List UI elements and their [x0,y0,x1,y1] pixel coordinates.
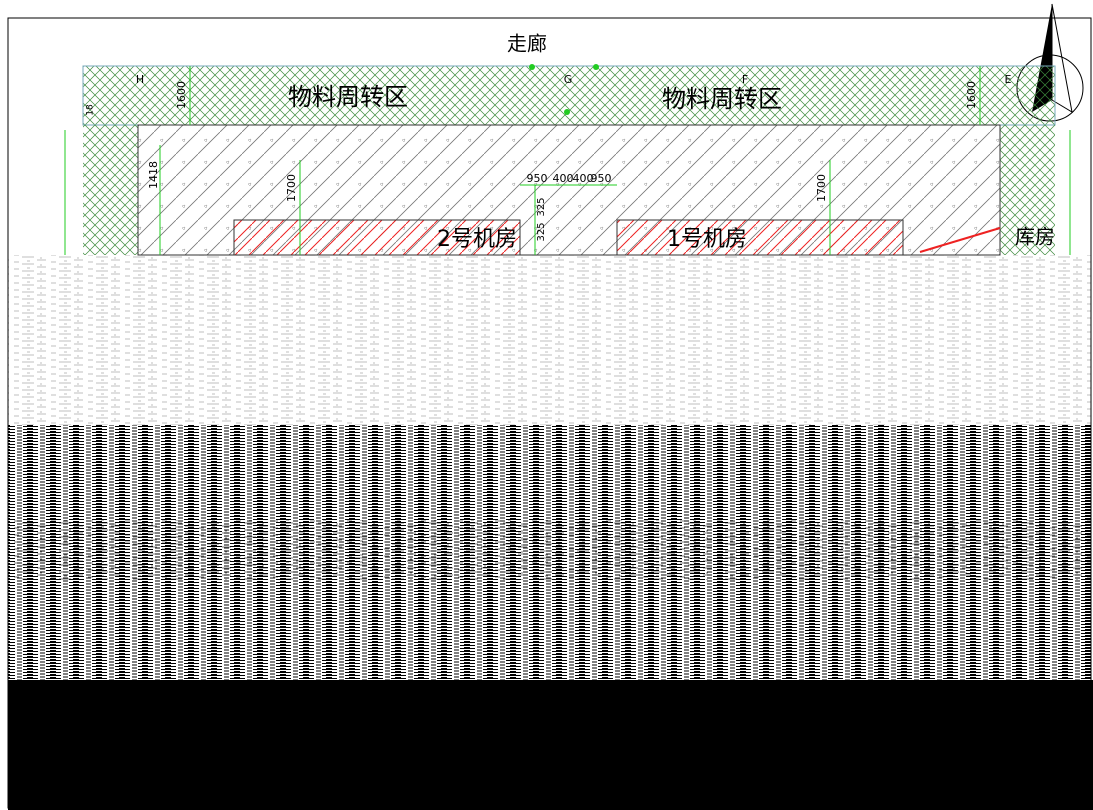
render-noise [8,255,1091,425]
axis-label: F [742,73,748,86]
material-zone-right [1000,125,1055,255]
material-zone [82,65,1056,126]
dimension-lines [64,66,1071,255]
point [564,109,570,115]
zone-label: 物料周转区 [662,85,782,113]
dimension: 400 [573,172,594,185]
dimension: 1700 [815,174,828,202]
dimension: 325 [536,197,547,216]
axis-label: H [136,73,144,86]
dimension: 1700 [285,174,298,202]
render-noise [8,520,1091,580]
axis-label: E [1005,73,1012,86]
zone-label: 物料周转区 [288,83,408,111]
material-zone-left [83,125,138,255]
red-line [919,227,1001,253]
room-label: 库房 [1015,225,1055,249]
dimension: 325 [536,222,547,241]
dimension: 1600 [175,81,188,109]
point [529,64,535,70]
room-2 [233,219,521,256]
corridor-label: 走廊 [507,32,547,56]
black-region [8,680,1093,810]
dimension: 1600 [965,81,978,109]
dimension: 950 [591,172,612,185]
room-label: 1号机房 [667,227,747,252]
axis-label: G [564,73,573,86]
dimension: 400 [553,172,574,185]
room-1 [616,219,904,256]
point [593,64,599,70]
room-label: 2号机房 [437,227,517,252]
dimension: 1418 [147,161,160,189]
dimension: 950 [527,172,548,185]
dimension: 18 [86,104,96,116]
